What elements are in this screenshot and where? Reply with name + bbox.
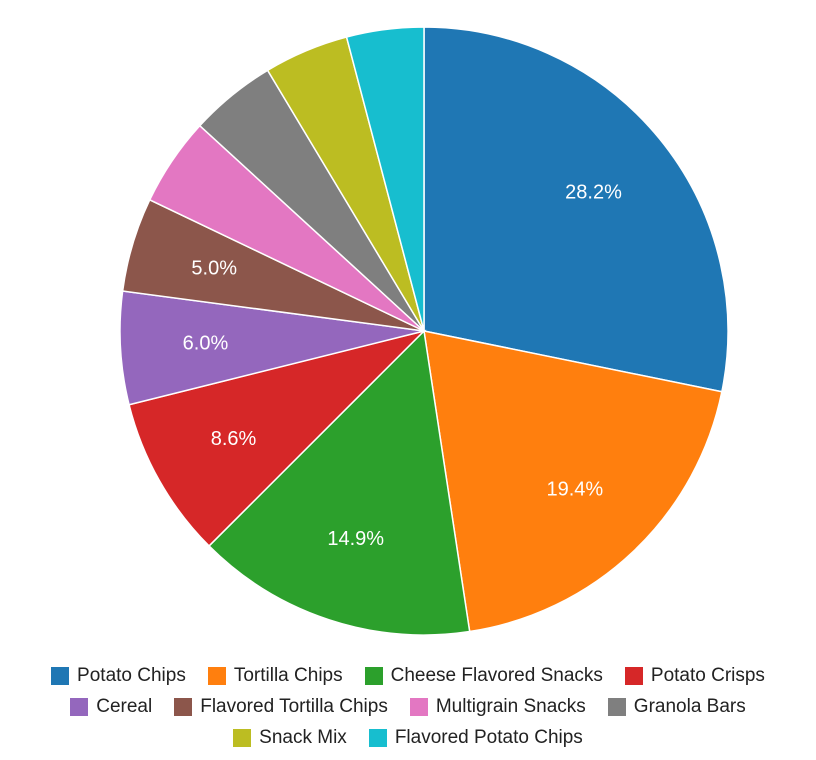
legend-label: Cereal: [96, 695, 153, 717]
legend-item: Cheese Flavored Snacks: [364, 664, 603, 687]
legend-label: Tortilla Chips: [233, 664, 343, 686]
legend-swatch: [409, 697, 428, 716]
legend-label: Snack Mix: [259, 726, 347, 748]
legend-label: Cheese Flavored Snacks: [390, 664, 603, 686]
pie-slice-potato-crisps: [128, 329, 427, 548]
legend-label: Multigrain Snacks: [435, 695, 586, 717]
legend-item: Granola Bars: [607, 695, 746, 718]
legend-item: Cereal: [70, 696, 152, 718]
legend-item: Snack Mix: [233, 727, 347, 749]
slice-data-label: 6.0%: [183, 332, 229, 354]
slice-data-label: 8.6%: [211, 428, 257, 450]
legend-swatch: [368, 728, 387, 747]
legend-row: Snack Mix Flavored Potato Chips: [0, 722, 816, 753]
legend-swatch: [70, 697, 89, 716]
legend-item: Tortilla Chips: [207, 664, 343, 687]
legend-label: Potato Crisps: [650, 664, 765, 686]
legend-row: Cereal Flavored Tortilla Chips Multigrain …: [0, 691, 816, 722]
legend: Potato Chips Tortilla Chips Cheese Flavore…: [0, 660, 816, 753]
slice-data-label: 5.0%: [191, 258, 237, 280]
pie-slice-flavored-potato-chips: [345, 26, 425, 332]
legend-item: Flavored Potato Chips: [368, 726, 583, 749]
pie-slice-cheese-flavored-snacks: [207, 329, 471, 636]
pie-slice-tortilla-chips: [423, 330, 723, 633]
legend-swatch: [174, 697, 193, 716]
pie-slice-potato-chips: [423, 26, 729, 393]
legend-item: Multigrain Snacks: [409, 695, 586, 718]
legend-swatch: [607, 697, 626, 716]
legend-swatch: [364, 666, 383, 685]
pie-chart: 28.2% 19.4% 14.9% 8.6% 6.0% 5.0%: [119, 26, 729, 636]
legend-label: Granola Bars: [633, 695, 746, 717]
legend-label: Flavored Potato Chips: [394, 726, 583, 748]
legend-swatch: [51, 666, 70, 685]
slice-data-label: 19.4%: [546, 479, 603, 501]
slice-data-label: 14.9%: [327, 528, 384, 550]
legend-item: Potato Chips: [51, 665, 186, 687]
legend-item: Potato Crisps: [624, 664, 765, 687]
legend-swatch: [233, 728, 252, 747]
legend-label: Potato Chips: [77, 664, 186, 686]
legend-item: Flavored Tortilla Chips: [174, 696, 388, 718]
legend-row: Potato Chips Tortilla Chips Cheese Flavore…: [0, 660, 816, 691]
slice-data-label: 28.2%: [565, 182, 622, 204]
legend-swatch: [624, 666, 643, 685]
legend-label: Flavored Tortilla Chips: [200, 695, 388, 717]
legend-swatch: [207, 666, 226, 685]
